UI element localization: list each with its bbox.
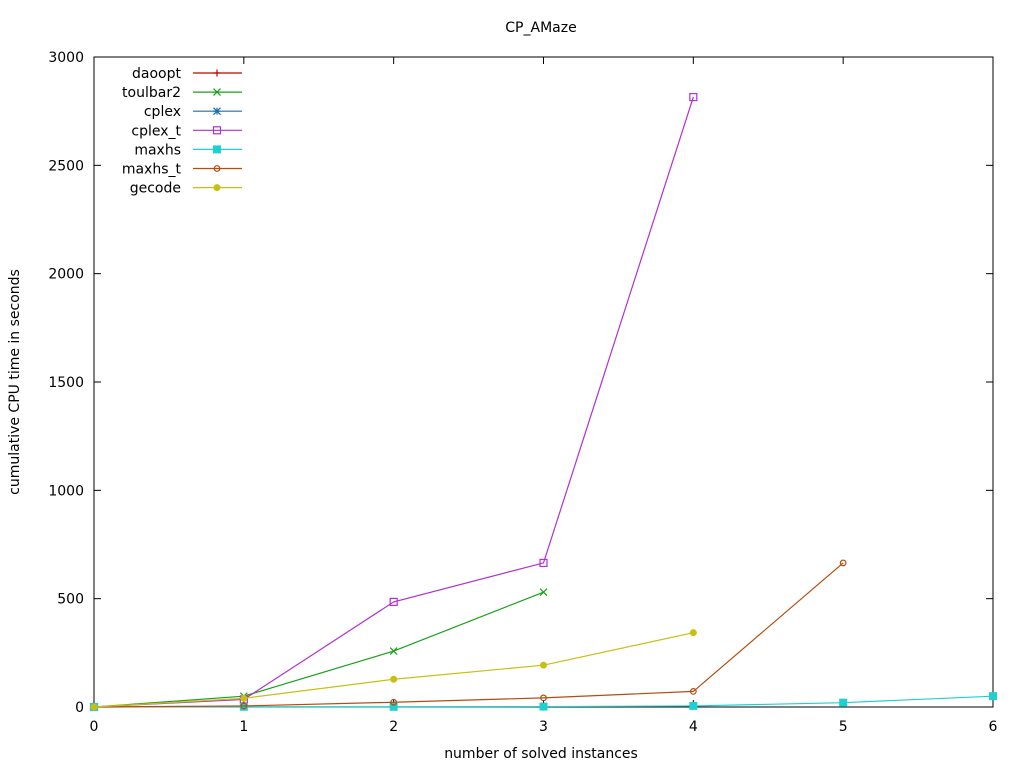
series-line xyxy=(93,562,844,708)
legend-entry-maxhs-t: maxhs_t xyxy=(122,162,242,178)
data-point xyxy=(689,688,697,695)
data-point xyxy=(689,92,698,102)
data-point xyxy=(989,692,997,701)
y-tick-label: 500 xyxy=(57,592,84,608)
y-axis-label: cumulative CPU time in seconds xyxy=(7,269,23,495)
legend-label: maxhs xyxy=(134,142,181,158)
data-point xyxy=(689,701,698,710)
series-toulbar2 xyxy=(90,588,548,711)
y-tick-label: 0 xyxy=(75,700,84,716)
data-point xyxy=(213,165,221,172)
y-tick-label: 1500 xyxy=(48,375,84,391)
y-tick-label: 2000 xyxy=(48,267,84,283)
legend-label: gecode xyxy=(130,181,181,197)
data-point xyxy=(240,694,248,702)
legend-label: cplex xyxy=(144,104,181,120)
data-point xyxy=(90,703,98,711)
data-point xyxy=(539,588,548,597)
data-point xyxy=(390,675,398,683)
series-maxhs-t xyxy=(90,559,847,711)
legend-entry-daoopt: daoopt xyxy=(132,66,242,82)
data-point xyxy=(389,597,398,607)
series-cplex-t xyxy=(89,92,698,712)
data-point xyxy=(213,145,221,154)
data-point xyxy=(539,702,548,711)
x-tick-label: 2 xyxy=(389,719,398,735)
legend-label: maxhs_t xyxy=(122,162,182,178)
data-point xyxy=(839,698,848,707)
data-point xyxy=(213,69,221,77)
data-point xyxy=(389,702,398,711)
data-point xyxy=(689,629,697,637)
series-line xyxy=(93,591,544,708)
series-layer xyxy=(89,92,997,712)
chart-title: CP_AMaze xyxy=(505,20,576,36)
x-tick-label: 4 xyxy=(689,719,698,735)
data-point xyxy=(539,558,548,568)
series-gecode xyxy=(90,629,697,711)
legend-entry-cplex-t: cplex_t xyxy=(131,123,242,139)
series-line xyxy=(93,96,694,708)
data-point xyxy=(389,647,398,656)
data-point xyxy=(213,88,221,97)
plot-frame xyxy=(93,56,994,708)
x-tick-label: 0 xyxy=(90,719,99,735)
x-tick-label: 6 xyxy=(989,719,998,735)
axis-ticks: 0 1 2 3 4 5 6 0 500 1000 1500 2000 2500 3000 xyxy=(48,50,997,735)
data-point xyxy=(540,661,547,669)
data-point xyxy=(540,694,547,702)
legend-entry-maxhs: maxhs xyxy=(134,142,242,158)
legend-entry-toulbar2: toulbar2 xyxy=(122,85,242,101)
x-tick-label: 3 xyxy=(539,719,548,735)
y-tick-label: 2500 xyxy=(48,158,84,174)
x-tick-label: 1 xyxy=(239,719,248,735)
data-point xyxy=(839,559,847,567)
x-axis-label: number of solved instances xyxy=(444,746,638,762)
data-point xyxy=(213,184,221,192)
legend-label: toulbar2 xyxy=(122,85,181,101)
legend-entry-gecode: gecode xyxy=(130,181,242,197)
data-point xyxy=(212,126,222,135)
series-maxhs xyxy=(90,692,997,711)
y-tick-label: 3000 xyxy=(48,50,84,66)
data-point xyxy=(213,107,221,116)
y-tick-label: 1000 xyxy=(48,483,84,499)
data-point xyxy=(390,698,398,706)
data-point xyxy=(240,702,248,710)
x-tick-label: 5 xyxy=(839,719,848,735)
legend-entry-cplex: cplex xyxy=(144,104,242,120)
legend-label: daoopt xyxy=(132,66,181,82)
legend-label: cplex_t xyxy=(131,123,181,139)
